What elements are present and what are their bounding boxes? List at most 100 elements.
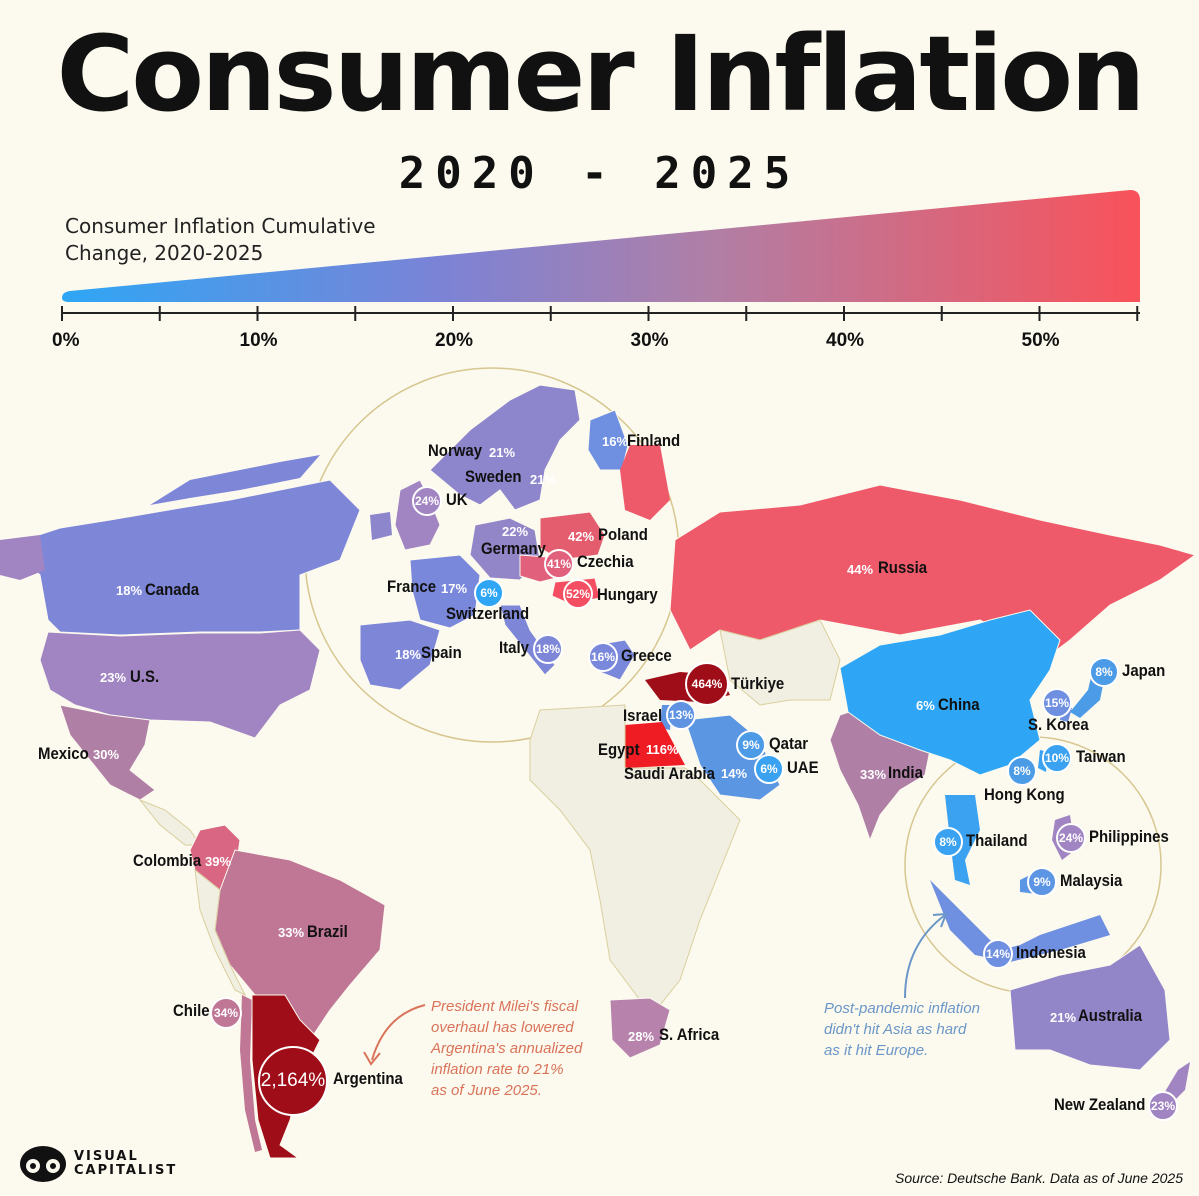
india-label: India: [888, 763, 923, 782]
brazil-value: 33%: [278, 925, 305, 940]
uk-label: UK: [446, 490, 468, 509]
asia-note: Post-pandemic inflation didn't hit Asia …: [824, 998, 980, 1061]
saudi-arabia-shape: [684, 714, 781, 801]
legend-title-line2: Change, 2020-2025: [65, 241, 264, 265]
czechia-value: 41%: [544, 549, 574, 579]
hong-kong-value: 8%: [1007, 756, 1037, 786]
hungary-value: 52%: [563, 579, 593, 609]
hungary-label: Hungary: [597, 585, 658, 604]
saudi-arabia-label: Saudi Arabia: [624, 764, 715, 783]
brand-logo: VISUAL CAPITALIST: [18, 1144, 177, 1184]
hong-kong-label: Hong Kong: [984, 785, 1065, 804]
russia-label: Russia: [878, 558, 928, 577]
malaysia-value: 9%: [1027, 867, 1057, 897]
czechia-label: Czechia: [577, 552, 634, 571]
brazil-label: Brazil: [307, 922, 348, 941]
asia-rest-shape: [719, 619, 841, 706]
germany-label: Germany: [481, 539, 546, 558]
china-shape: [839, 609, 1061, 776]
italy-label: Italy: [499, 638, 529, 657]
thailand-label: Thailand: [966, 831, 1028, 850]
malaysia-label: Malaysia: [1060, 871, 1123, 890]
finland-label: Finland: [627, 431, 681, 450]
page-subtitle: 2020 - 2025: [398, 148, 801, 199]
finland-value: 16%: [602, 434, 629, 449]
norway-sweden-shape: [429, 384, 581, 511]
norway-value: 21%: [489, 445, 516, 460]
mexico-shape: [59, 704, 156, 801]
south-africa-value: 28%: [628, 1029, 655, 1044]
argentina-value: 2,164%: [258, 1046, 328, 1116]
israel-value: 13%: [666, 700, 696, 730]
qatar-label: Qatar: [769, 734, 809, 753]
egypt-label: Egypt: [598, 740, 640, 759]
colombia-label: Colombia: [133, 851, 202, 870]
taiwan-label: Taiwan: [1076, 747, 1126, 766]
source-note: Source: Deutsche Bank. Data as of June 2…: [895, 1170, 1183, 1186]
asia-note-arrow: [904, 914, 946, 999]
legend-tick-label: 20%: [435, 330, 473, 351]
japan-value: 8%: [1089, 657, 1119, 687]
us-label: U.S.: [130, 667, 160, 686]
legend-scale: 0% 10% 20% 30% 40% 50%: [52, 190, 1140, 351]
qatar-value: 9%: [736, 730, 766, 760]
france-shape: [409, 554, 481, 629]
uae-value: 6%: [754, 754, 784, 784]
spain-shape: [359, 619, 441, 691]
italy-value: 18%: [533, 634, 563, 664]
south-africa-label: S. Africa: [659, 1025, 720, 1044]
germany-value: 22%: [502, 524, 529, 539]
legend-ticks: 0% 10% 20% 30% 40% 50%: [52, 306, 1139, 351]
greece-label: Greece: [621, 646, 672, 665]
argentina-note-arrow: [371, 1004, 426, 1061]
sweden-label: Sweden: [465, 467, 522, 486]
us-shape: [39, 629, 321, 739]
argentina-note-arrowhead: [363, 1051, 381, 1066]
indonesia-label: Indonesia: [1016, 943, 1086, 962]
argentina-note-line: as of June 2025.: [431, 1082, 542, 1099]
legend-tick-label: 50%: [1022, 330, 1060, 351]
poland-value: 42%: [568, 529, 595, 544]
india-value: 33%: [860, 767, 887, 782]
new-zealand-value: 23%: [1148, 1091, 1178, 1121]
visual-capitalist-logo-icon: [20, 1146, 66, 1182]
legend-title: Consumer Inflation Cumulative Change, 20…: [65, 213, 395, 267]
page-title: Consumer Inflation: [56, 13, 1145, 135]
poland-label: Poland: [598, 525, 648, 544]
indonesia-shape: [930, 880, 1110, 962]
legend-tick-label: 30%: [631, 330, 669, 351]
egypt-shape: [625, 722, 685, 768]
switzerland-value: 6%: [474, 578, 504, 608]
south-africa-shape: [609, 997, 671, 1059]
central-america-shape: [138, 798, 201, 846]
spain-value: 18%: [395, 647, 422, 662]
argentina-note-line: overhaul has lowered: [431, 1019, 574, 1036]
thailand-value: 8%: [933, 827, 963, 857]
argentina-note-line: Argentina's annualized: [431, 1040, 583, 1057]
mexico-label: Mexico: [38, 744, 89, 763]
asia-note-line: as it hit Europe.: [824, 1042, 929, 1059]
chile-value: 34%: [210, 997, 242, 1029]
chile-shape: [240, 995, 262, 1152]
argentina-note-line: President Milei's fiscal: [431, 998, 579, 1015]
canada-value: 18%: [116, 583, 143, 598]
new-zealand-label: New Zealand: [1054, 1095, 1146, 1114]
philippines-value: 24%: [1056, 823, 1086, 853]
china-label: China: [938, 695, 980, 714]
sweden-value: 21%: [530, 472, 557, 487]
turkiye-label: Türkiye: [731, 674, 785, 693]
japan-label: Japan: [1122, 661, 1166, 680]
colombia-value: 39%: [205, 854, 232, 869]
indonesia-value: 14%: [983, 939, 1013, 969]
norway-label: Norway: [428, 441, 483, 460]
chile-label: Chile: [173, 1001, 210, 1020]
switzerland-label: Switzerland: [446, 604, 530, 623]
legend-title-line1: Consumer Inflation Cumulative: [65, 214, 376, 238]
china-value: 6%: [916, 698, 935, 713]
saudi-arabia-value: 14%: [721, 766, 748, 781]
uae-label: UAE: [787, 758, 819, 777]
france-value: 17%: [441, 581, 468, 596]
alaska-shape: [0, 535, 45, 580]
argentina-note: President Milei's fiscal overhaul has lo…: [431, 996, 582, 1101]
greece-value: 16%: [588, 642, 618, 672]
